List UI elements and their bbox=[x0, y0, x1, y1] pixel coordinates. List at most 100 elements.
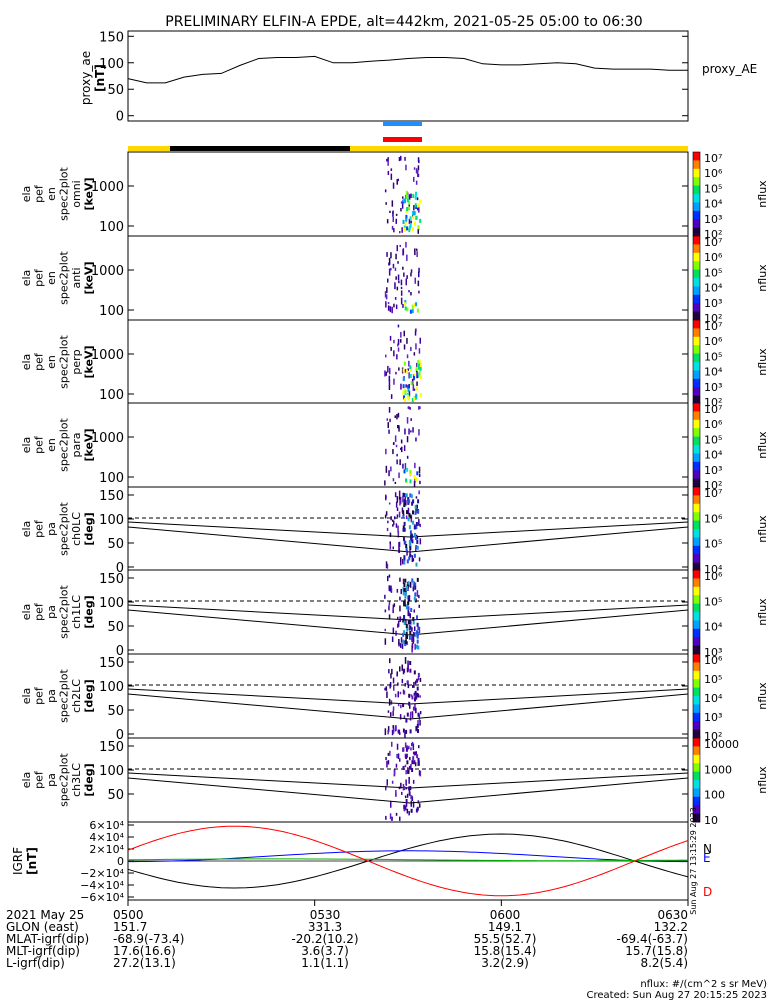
flux-pixel bbox=[418, 594, 420, 599]
colorbar-segment bbox=[693, 362, 700, 371]
flux-pixel bbox=[402, 632, 405, 637]
flux-pixel bbox=[414, 585, 417, 590]
flux-pixel bbox=[415, 522, 418, 526]
colorbar-tick-label: 10² bbox=[704, 228, 722, 241]
anti-loss-cone-line bbox=[127, 609, 689, 636]
flux-pixel bbox=[392, 519, 394, 522]
flux-pixel bbox=[414, 195, 417, 200]
flux-pixel bbox=[419, 677, 422, 682]
flux-pixel bbox=[419, 218, 422, 223]
flux-pixel bbox=[400, 589, 402, 595]
flux-pixel bbox=[415, 751, 417, 756]
ylabel-line: spec2plot bbox=[58, 753, 71, 807]
flux-pixel bbox=[418, 267, 420, 273]
flux-pixel bbox=[409, 553, 412, 558]
flux-pixel bbox=[409, 786, 412, 791]
flux-pixel bbox=[397, 339, 400, 345]
colorbar-tick-label: 10⁵ bbox=[704, 595, 722, 608]
flux-pixel bbox=[404, 496, 406, 500]
flux-pixel bbox=[403, 469, 406, 474]
colorbar-title: nflux bbox=[756, 431, 769, 459]
flux-pixel bbox=[416, 545, 419, 550]
flux-pixel bbox=[403, 715, 406, 720]
flux-pixel bbox=[402, 249, 404, 256]
flux-pixel bbox=[418, 770, 421, 776]
xaxis-row-label: GLON (east) bbox=[6, 920, 79, 934]
flux-pixel bbox=[398, 547, 400, 553]
flux-pixel bbox=[399, 459, 401, 466]
colorbar-segment bbox=[693, 210, 700, 220]
flux-pixel bbox=[418, 627, 421, 634]
flux-pixel bbox=[412, 227, 414, 231]
ylabel-line: pef bbox=[33, 602, 46, 621]
flux-pixel bbox=[411, 648, 413, 653]
xaxis-cell: 3.2(2.9) bbox=[481, 956, 529, 970]
flux-pixel bbox=[396, 496, 399, 503]
flux-pixel bbox=[396, 354, 398, 360]
ylabel-line: ela bbox=[20, 521, 33, 538]
flux-pixel bbox=[410, 711, 412, 716]
flux-pixel bbox=[399, 596, 401, 601]
flux-pixel bbox=[404, 540, 407, 545]
flux-pixel bbox=[394, 492, 397, 498]
flux-pixel bbox=[414, 462, 416, 469]
flux-pixel bbox=[406, 198, 409, 203]
red-indicator-bar bbox=[383, 137, 422, 142]
flux-pixel bbox=[407, 388, 410, 393]
flux-pixel bbox=[409, 668, 412, 673]
flux-pixel bbox=[395, 763, 398, 768]
flux-pixel bbox=[402, 591, 405, 596]
xaxis-cell: 331.3 bbox=[308, 920, 342, 934]
ytick-label: 100 bbox=[99, 596, 124, 611]
flux-pixel bbox=[411, 539, 414, 544]
ytick-label: 150 bbox=[99, 656, 124, 671]
colorbar-segment bbox=[693, 286, 700, 296]
flux-pixel bbox=[395, 304, 398, 310]
flux-pixel bbox=[417, 509, 420, 514]
ylabel-line: spec2plot bbox=[58, 418, 71, 472]
flux-pixel bbox=[403, 272, 405, 277]
flux-pixel bbox=[390, 173, 393, 180]
flux-pixel bbox=[410, 795, 413, 800]
flux-pixel bbox=[392, 478, 395, 482]
flux-pixel bbox=[415, 477, 418, 482]
flux-pixel bbox=[407, 664, 409, 672]
flux-pixel bbox=[402, 527, 405, 532]
flux-pixel bbox=[407, 747, 409, 750]
flux-pixel bbox=[408, 372, 410, 379]
flux-pixel bbox=[417, 170, 419, 177]
flux-pixel bbox=[387, 157, 389, 162]
flux-pixel bbox=[411, 634, 413, 641]
flux-pixel bbox=[411, 741, 414, 747]
flux-pixel bbox=[401, 507, 404, 513]
flux-pixel bbox=[396, 673, 398, 677]
flux-pixel bbox=[402, 514, 405, 519]
flux-pixel bbox=[390, 466, 392, 472]
flux-pixel bbox=[406, 586, 408, 591]
colorbar-segment bbox=[693, 763, 700, 773]
ylabel-line: pa bbox=[45, 522, 58, 536]
colorbar-tick-label: 10⁶ bbox=[704, 570, 723, 583]
flux-pixel bbox=[418, 348, 421, 354]
flux-pixel bbox=[416, 197, 419, 201]
flux-pixel bbox=[392, 677, 395, 684]
flux-pixel bbox=[416, 540, 419, 544]
flux-pixel bbox=[386, 252, 388, 257]
flux-pixel bbox=[418, 519, 420, 526]
flux-pixel bbox=[414, 330, 417, 336]
xaxis-row-label: 2021 May 25 bbox=[6, 908, 84, 922]
colorbar-title: nflux bbox=[756, 348, 769, 376]
flux-pixel bbox=[389, 418, 391, 423]
flux-pixel bbox=[404, 795, 407, 799]
flux-pixel bbox=[419, 711, 422, 715]
flux-pixel bbox=[385, 202, 387, 205]
flux-pixel bbox=[404, 306, 407, 311]
flux-pixel bbox=[407, 368, 409, 372]
flux-pixel bbox=[415, 386, 418, 391]
flux-pixel bbox=[411, 627, 413, 632]
flux-pixel bbox=[402, 747, 405, 752]
flux-pixel bbox=[388, 257, 391, 261]
flux-pixel bbox=[400, 562, 402, 566]
flux-pixel bbox=[392, 604, 395, 609]
flux-pixel bbox=[412, 384, 415, 391]
